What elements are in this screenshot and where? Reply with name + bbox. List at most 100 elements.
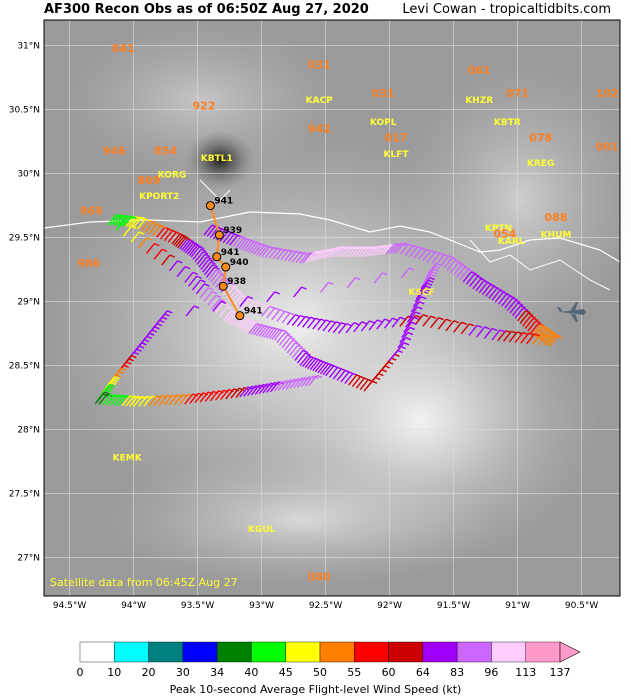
lat-tick-label: 27.5°N	[9, 490, 40, 500]
wind-barb	[418, 282, 433, 294]
wind-barb	[397, 337, 412, 349]
lon-tick-label: 93.5°W	[181, 601, 215, 611]
wind-barb	[145, 242, 160, 255]
colorbar-tick-label: 60	[382, 666, 396, 679]
wind-barb	[286, 342, 301, 354]
wind-barb	[294, 349, 309, 361]
wind-barb	[296, 352, 311, 364]
station-label: KBTR	[494, 118, 521, 128]
wind-barb	[261, 246, 275, 258]
wind-barb	[423, 271, 438, 283]
credit-text: Levi Cowan - tropicaltidbits.com	[402, 2, 611, 17]
wind-barb	[414, 290, 429, 303]
station-label: KSCF	[408, 288, 434, 298]
wind-barb	[280, 249, 295, 261]
colorbar-tick-label: 20	[142, 666, 156, 679]
wind-barb	[264, 246, 279, 258]
wind-barb	[122, 225, 137, 237]
wind-barb	[465, 273, 480, 285]
colorbar-extend-arrow	[559, 641, 581, 663]
wind-barb	[281, 312, 296, 324]
lat-tick-label: 29°N	[17, 298, 40, 308]
wind-barb	[426, 265, 440, 277]
lat-tick-label: 28°N	[17, 426, 40, 436]
wind-barb	[524, 317, 539, 329]
pressure-label: 942	[308, 123, 331, 136]
wind-barb	[239, 295, 254, 308]
wind-barb	[406, 311, 421, 323]
pressure-label: 922	[193, 100, 216, 113]
lat-tick-label: 31°N	[17, 42, 40, 52]
colorbar-tick-label: 50	[313, 666, 327, 679]
wind-barb	[276, 248, 291, 260]
wind-barb	[240, 299, 255, 311]
station-label: KPORT2	[139, 192, 179, 202]
wind-barb	[115, 219, 129, 231]
wind-barb	[268, 247, 283, 259]
wind-barb	[322, 320, 337, 332]
wind-barb	[308, 374, 323, 386]
wind-barb	[261, 305, 275, 317]
colorbar-segment	[182, 641, 218, 663]
wind-barb	[185, 305, 200, 317]
wind-barb	[403, 321, 417, 333]
wind-barb	[200, 258, 215, 271]
wind-barb	[514, 307, 529, 319]
pressure-label: 088	[545, 211, 568, 224]
pressure-label: 031	[372, 87, 395, 100]
lon-tick-label: 92.5°W	[309, 601, 343, 611]
wind-barb	[130, 231, 145, 243]
wind-barb	[427, 262, 442, 274]
axis-ticks: 94.5°W 94°W 93.5°W 93°W 92.5°W 92°W 91.5°W 91°W…	[9, 42, 599, 611]
wind-barb	[373, 272, 388, 284]
pressure-label: 854	[154, 144, 177, 157]
wind-barb	[287, 250, 302, 262]
wind-barb	[408, 306, 423, 318]
pressure-label: 041	[112, 42, 135, 55]
wind-barb	[440, 255, 455, 267]
wind-barb	[401, 326, 416, 338]
storm-eye-dark	[185, 130, 255, 190]
station-label: KHUM	[541, 231, 572, 241]
wind-barb	[289, 344, 304, 356]
wind-barb	[214, 302, 229, 314]
wind-barb	[291, 251, 306, 263]
wind-barb	[284, 249, 298, 262]
wind-barb	[414, 313, 429, 326]
wind-barb	[312, 318, 327, 330]
lat-tick-label: 28.5°N	[9, 362, 40, 372]
colorbar-segment	[388, 641, 424, 663]
wind-barb	[207, 294, 222, 306]
station-obs: KEMK KGUL KACP KOPL KLFT KHZR KBTR KREG KHUM KPTN…	[113, 96, 572, 535]
colorbar-tick-label: 30	[176, 666, 190, 679]
colorbar-tick-label: 83	[450, 666, 464, 679]
wind-barb	[417, 285, 432, 297]
pressure-label: 986	[77, 257, 100, 270]
pressure-label: 091	[596, 141, 619, 154]
lon-tick-label: 91°W	[505, 601, 530, 611]
wind-barb	[345, 322, 360, 334]
wind-barb	[476, 326, 490, 338]
station-label: KREG	[527, 159, 554, 169]
wind-barb	[527, 320, 542, 332]
lon-tick-label: 94.5°W	[53, 601, 87, 611]
colorbar-tick-label: 113	[515, 666, 536, 679]
wind-barb	[192, 248, 207, 260]
wind-barb	[302, 316, 316, 328]
wind-barb	[266, 307, 280, 319]
station-label: KEMK	[113, 453, 143, 463]
wind-barb	[509, 302, 524, 314]
wind-barb	[469, 275, 483, 287]
wind-barb	[245, 300, 260, 312]
pressure-label: 054	[493, 228, 516, 241]
wind-barb	[449, 262, 464, 274]
center-fix-marker	[214, 230, 224, 240]
wind-barb	[460, 323, 475, 335]
pressure-label: 017	[385, 132, 408, 145]
wind-barb	[209, 271, 224, 283]
map-frame	[43, 19, 621, 597]
wind-barb	[286, 313, 301, 326]
